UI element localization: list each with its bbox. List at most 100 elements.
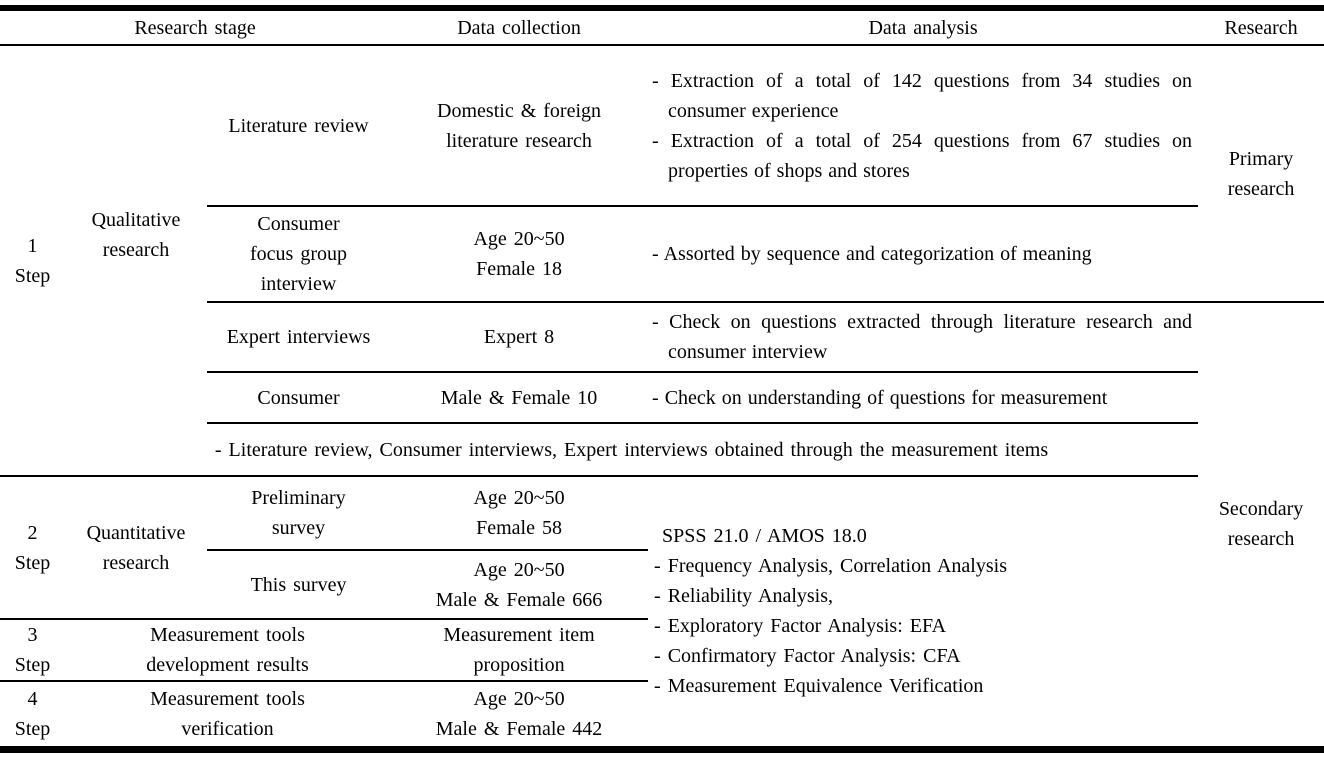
collection-step4-line1: Age 20~50 — [473, 687, 565, 710]
cell-method-literature-review: Literature review — [207, 45, 391, 207]
step1-number: 1 — [27, 234, 38, 257]
collection-this-survey-line1: Age 20~50 — [473, 558, 565, 581]
step4-stage-line2: verification — [181, 717, 274, 740]
cell-step3-stage: Measurement tools development results — [65, 619, 391, 682]
step1-stage-line2: research — [102, 238, 170, 261]
cell-analysis-consumer: - Check on understanding of questions fo… — [648, 372, 1199, 424]
col-header-research: Research — [1198, 8, 1324, 46]
cell-collection-step4: Age 20~50 Male & Female 442 — [390, 681, 648, 749]
step2-number-label: Step — [14, 551, 51, 574]
analysis-cfa: - Confirmatory Factor Analysis: CFA — [654, 645, 961, 668]
cell-analysis-quantitative: SPSS 21.0 / AMOS 18.0 - Frequency Analys… — [648, 476, 1198, 749]
step2-stage-line2: research — [102, 551, 170, 574]
analysis-frequency: - Frequency Analysis, Correlation Analys… — [654, 555, 1007, 578]
cell-collection-preliminary: Age 20~50 Female 58 — [390, 476, 649, 551]
cell-step4-number: 4 Step — [0, 681, 65, 749]
cell-step1-number: 1 Step — [0, 45, 65, 477]
cell-collection-step3: Measurement item proposition — [390, 619, 649, 682]
step2-number: 2 — [27, 521, 38, 544]
collection-step3-line2: proposition — [473, 654, 565, 676]
analysis-extraction-142: - Extraction of a total of 142 questions… — [652, 69, 1193, 122]
row-this-survey: This survey Age 20~50 Male & Female 666 — [0, 550, 1324, 620]
header-row: Research stage Data collection Data anal… — [0, 8, 1324, 46]
collection-focus-group-line1: Age 20~50 — [473, 228, 565, 250]
row-preliminary-survey: 2 Step Quantitative research Preliminary… — [0, 476, 1324, 697]
method-literature-review-label: Literature review — [228, 114, 369, 137]
collection-literature-line2: literature research — [446, 129, 592, 152]
collection-expert-label: Expert 8 — [483, 326, 555, 348]
collection-preliminary-line1: Age 20~50 — [473, 487, 565, 509]
cell-step3-number: 3 Step — [0, 619, 65, 682]
col-header-data-analysis: Data analysis — [648, 8, 1199, 46]
collection-consumer-label: Male & Female 10 — [440, 386, 598, 409]
method-preliminary-line1: Preliminary — [251, 487, 346, 509]
method-consumer-label: Consumer — [257, 386, 340, 409]
cell-method-this-survey: This survey — [207, 550, 391, 620]
cell-step2-stage: Quantitative research — [65, 476, 207, 620]
row-expert-interviews: Expert interviews Expert 8 - Check on qu… — [0, 302, 1324, 550]
step3-stage-line2: development results — [146, 654, 309, 676]
method-focus-group-line3: interview — [260, 273, 337, 295]
collection-preliminary-line2: Female 58 — [476, 517, 562, 539]
cell-analysis-focus-group: - Assorted by sequence and categorizatio… — [648, 206, 1199, 303]
primary-research-line2: research — [1227, 177, 1295, 200]
col-header-data-analysis-label: Data analysis — [868, 16, 978, 39]
cell-analysis-literature-review: - Extraction of a total of 142 questions… — [648, 45, 1199, 207]
step4-number-label: Step — [14, 717, 51, 740]
step4-stage-line1: Measurement tools — [150, 687, 305, 710]
method-focus-group-line1: Consumer — [257, 213, 340, 235]
method-preliminary-line2: survey — [271, 517, 326, 539]
collection-this-survey-line2: Male & Female 666 — [435, 588, 603, 611]
step4-number: 4 — [27, 687, 38, 710]
collection-focus-group-line2: Female 18 — [476, 258, 562, 280]
col-header-research-stage: Research stage — [0, 8, 391, 46]
row-focus-group: Consumer focus group interview Age 20~50… — [0, 206, 1324, 303]
cell-method-focus-group: Consumer focus group interview — [207, 206, 391, 303]
cell-step1-note: - Literature review, Consumer interviews… — [65, 423, 1199, 477]
secondary-research-line1: Secondary — [1218, 498, 1304, 521]
step3-stage-line1: Measurement tools — [150, 624, 305, 646]
cell-step4-stage: Measurement tools verification — [65, 681, 390, 749]
cell-collection-expert: Expert 8 — [390, 302, 649, 373]
col-header-data-collection: Data collection — [390, 8, 649, 46]
cell-collection-literature-review: Domestic & foreign literature research — [390, 45, 649, 207]
col-header-data-collection-label: Data collection — [457, 16, 581, 39]
research-design-table: Research stage Data collection Data anal… — [0, 5, 1324, 753]
method-expert-label: Expert interviews — [226, 326, 371, 348]
cell-analysis-expert: - Check on questions extracted through l… — [648, 302, 1199, 373]
collection-literature-line1: Domestic & foreign — [437, 99, 602, 122]
cell-collection-focus-group: Age 20~50 Female 18 — [390, 206, 649, 303]
analysis-assorted: - Assorted by sequence and categorizatio… — [652, 243, 1092, 265]
analysis-reliability: - Reliability Analysis, — [654, 585, 834, 608]
collection-step3-line1: Measurement item — [443, 624, 595, 646]
method-focus-group-line2: focus group — [250, 243, 347, 265]
cell-collection-this-survey: Age 20~50 Male & Female 666 — [390, 550, 649, 620]
step3-number-label: Step — [14, 654, 51, 676]
analysis-check-questions: - Check on questions extracted through l… — [652, 311, 1193, 363]
step1-stage-line1: Qualitative — [91, 208, 181, 231]
col-header-research-label: Research — [1224, 16, 1298, 39]
analysis-equivalence: - Measurement Equivalence Verification — [654, 675, 984, 698]
cell-collection-consumer: Male & Female 10 — [390, 372, 649, 424]
row-step3: 3 Step Measurement tools development res… — [0, 619, 1324, 682]
cell-method-consumer: Consumer — [207, 372, 391, 424]
collection-step4-line2: Male & Female 442 — [435, 717, 603, 740]
primary-research-line1: Primary — [1228, 147, 1294, 170]
step1-number-label: Step — [14, 264, 51, 287]
cell-method-expert: Expert interviews — [207, 302, 391, 373]
cell-step1-stage: Qualitative research — [65, 45, 207, 423]
secondary-research-line2: research — [1227, 528, 1295, 551]
analysis-extraction-254: - Extraction of a total of 254 questions… — [652, 129, 1193, 182]
method-this-survey-label: This survey — [250, 573, 347, 596]
analysis-check-understanding: - Check on understanding of questions fo… — [652, 386, 1108, 409]
row-step1-note: - Literature review, Consumer interviews… — [0, 423, 1324, 477]
row-consumer: Consumer Male & Female 10 - Check on und… — [0, 372, 1324, 424]
col-header-research-stage-label: Research stage — [134, 16, 256, 39]
cell-primary-research: Primary research — [1198, 45, 1324, 303]
analysis-tools: SPSS 21.0 / AMOS 18.0 — [662, 525, 867, 548]
cell-method-preliminary: Preliminary survey — [207, 476, 391, 551]
analysis-efa: - Exploratory Factor Analysis: EFA — [654, 615, 947, 638]
step3-number: 3 — [27, 624, 38, 646]
cell-step2-number: 2 Step — [0, 476, 65, 620]
